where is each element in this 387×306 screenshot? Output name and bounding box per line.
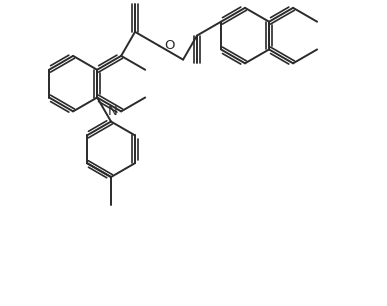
Text: N: N [107, 105, 117, 118]
Text: O: O [164, 39, 175, 52]
